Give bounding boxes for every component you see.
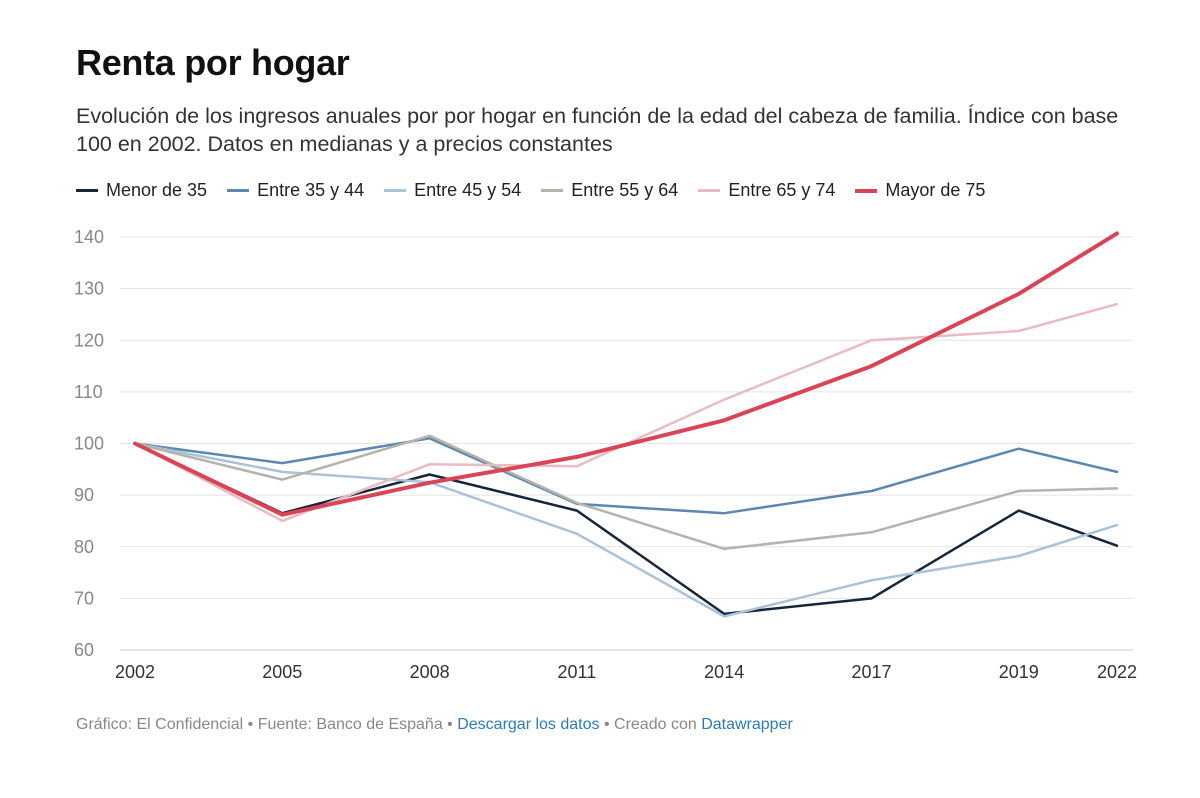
y-tick-label: 110	[74, 382, 103, 402]
x-tick-label: 2011	[558, 662, 597, 682]
y-tick-label: 130	[74, 279, 104, 299]
y-tick-label: 80	[74, 537, 94, 557]
x-tick-label: 2002	[115, 662, 155, 682]
legend-swatch	[855, 188, 878, 193]
x-tick-label: 2017	[851, 662, 891, 682]
legend-item: Mayor de 75	[855, 180, 985, 201]
series-line-entre-35-y-44	[133, 437, 1119, 515]
y-tick-label: 90	[74, 485, 94, 505]
x-tick-label: 2014	[704, 662, 744, 682]
series-line-entre-45-y-54	[133, 442, 1119, 618]
legend-swatch	[541, 189, 564, 192]
legend-label: Mayor de 75	[885, 180, 986, 200]
legend-swatch	[384, 189, 407, 192]
x-tick-label: 2022	[1097, 662, 1137, 682]
datawrapper-link[interactable]: Datawrapper	[701, 716, 793, 733]
x-tick-label: 2008	[410, 662, 450, 682]
legend-label: Entre 55 y 64	[571, 180, 679, 200]
legend-label: Entre 45 y 54	[414, 180, 522, 200]
series-line-mayor-de-75	[133, 231, 1119, 517]
footer-source: Fuente: Banco de España	[257, 716, 443, 733]
series-line-menor-de-35	[133, 442, 1119, 616]
legend-item: Entre 45 y 54	[384, 180, 521, 201]
legend-swatch	[76, 189, 98, 192]
legend-item: Entre 65 y 74	[698, 180, 835, 201]
legend-item: Entre 35 y 44	[227, 180, 364, 201]
chart-subtitle: Evolución de los ingresos anuales por po…	[76, 104, 1119, 156]
footer-separator: •	[243, 716, 258, 733]
legend-label: Menor de 35	[106, 180, 208, 200]
chart-footer: Gráfico: El Confidencial • Fuente: Banco…	[76, 716, 793, 734]
x-tick-label: 2005	[262, 662, 302, 682]
y-tick-label: 100	[74, 434, 104, 454]
y-tick-label: 70	[74, 588, 94, 608]
y-tick-label: 60	[74, 640, 94, 660]
footer-created-with: Creado con	[614, 716, 702, 733]
series-line-entre-65-y-74	[133, 302, 1119, 523]
legend-swatch	[227, 189, 250, 192]
y-tick-label: 140	[74, 227, 104, 247]
chart-legend: Menor de 35 Entre 35 y 44 Entre 45 y 54 Ent…	[76, 180, 985, 201]
legend-swatch	[698, 189, 721, 192]
footer-credit: Gráfico: El Confidencial	[76, 716, 244, 733]
y-tick-label: 120	[74, 330, 104, 350]
footer-separator: •	[599, 716, 615, 733]
x-tick-label: 2019	[999, 662, 1039, 682]
legend-item: Menor de 35	[76, 180, 207, 201]
legend-label: Entre 65 y 74	[728, 180, 836, 200]
legend-label: Entre 35 y 44	[257, 180, 365, 200]
download-data-link[interactable]: Descargar los datos	[457, 716, 600, 733]
chart-title: Renta por hogar	[76, 42, 350, 83]
legend-item: Entre 55 y 64	[541, 180, 678, 201]
footer-separator: •	[442, 716, 458, 733]
series-line-entre-55-y-64	[133, 434, 1119, 551]
line-chart: 60 70 80 90 100 110 120 130 140 2002 2005 2008 2011 2…	[74, 227, 1137, 682]
